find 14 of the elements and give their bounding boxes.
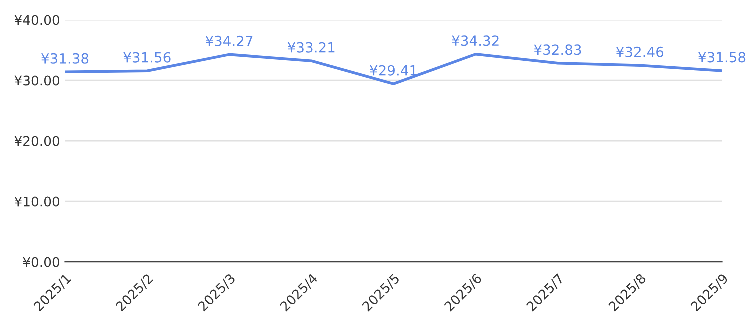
data-label: ¥32.83 (534, 44, 582, 56)
data-label: ¥31.56 (124, 52, 171, 63)
data-label: ¥29.41 (370, 65, 417, 76)
data-label: ¥34.32 (452, 36, 499, 46)
y-tick-label: ¥20.00 (14, 136, 60, 146)
y-tick-label: ¥10.00 (14, 196, 60, 207)
y-tick-label: ¥40.00 (14, 15, 60, 26)
data-label: ¥32.46 (616, 46, 664, 58)
data-label: ¥33.21 (288, 42, 335, 53)
data-label: ¥34.27 (206, 36, 253, 46)
y-tick-label: ¥30.00 (14, 76, 60, 86)
data-label: ¥31.58 (698, 52, 746, 63)
data-label: ¥31.38 (42, 53, 89, 64)
y-tick-label: ¥0.00 (23, 257, 60, 268)
